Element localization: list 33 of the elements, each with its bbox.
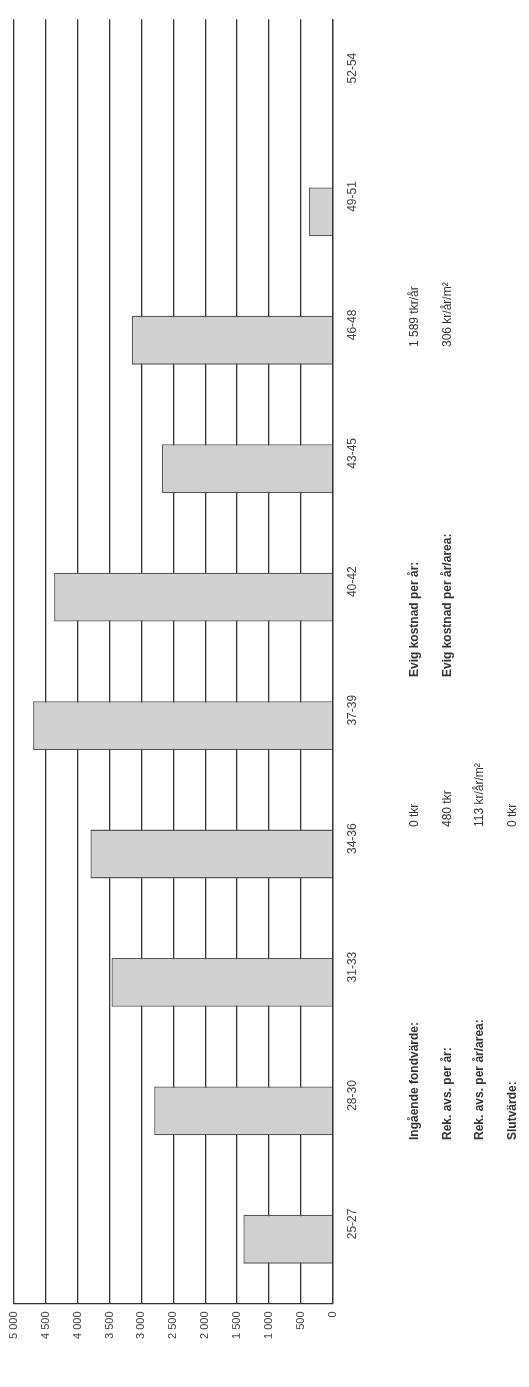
y-tick-label: 37-39: [344, 694, 359, 726]
x-tick-label: 3 000: [134, 1311, 147, 1339]
text: Rek. avs. per år/area:: [472, 1019, 487, 1140]
x-tick-label: 2 000: [198, 1311, 211, 1339]
x-tick-label: 1 500: [230, 1311, 243, 1339]
y-tick-label: 43-45: [344, 437, 359, 469]
y-tick-label: 52-54: [344, 52, 359, 84]
text: Rek. avs. per år:: [439, 1047, 454, 1140]
y-tick-label: 34-36: [344, 822, 359, 854]
y-tick-label: 49-51: [344, 180, 359, 212]
y-tick-label: 46-48: [344, 309, 359, 341]
text: Ingående fondvärde:: [407, 1021, 422, 1140]
text: Evig kostnad per år/area:: [439, 533, 454, 677]
text: Evig kostnad per år:: [407, 561, 422, 677]
text: 113 kr/år/m²: [472, 763, 487, 827]
text: 1 589 tkr/år: [407, 286, 422, 347]
y-tick-label: 40-42: [344, 566, 359, 598]
x-tick-label: 4 000: [70, 1311, 83, 1339]
y-tick-label: 25-27: [344, 1208, 359, 1240]
x-tick-label: 3 500: [102, 1311, 115, 1339]
text: 0 tkr: [504, 803, 519, 827]
x-tick-label: 500: [293, 1311, 306, 1330]
x-tick-label: 1 000: [261, 1311, 274, 1339]
x-tick-label: 0: [325, 1311, 338, 1318]
x-tick-label: 2 500: [166, 1311, 179, 1339]
x-tick-label: 4 500: [38, 1311, 51, 1339]
x-tick-label: 5 000: [7, 1311, 20, 1339]
y-tick-label: 28-30: [344, 1079, 359, 1111]
y-tick-label: 31-33: [344, 951, 359, 983]
text: 306 kr/år/m²: [439, 282, 454, 347]
text: Slutvärde:: [504, 1081, 519, 1140]
text: 0 tkr: [407, 803, 422, 827]
text: 480 tkr: [439, 790, 454, 827]
